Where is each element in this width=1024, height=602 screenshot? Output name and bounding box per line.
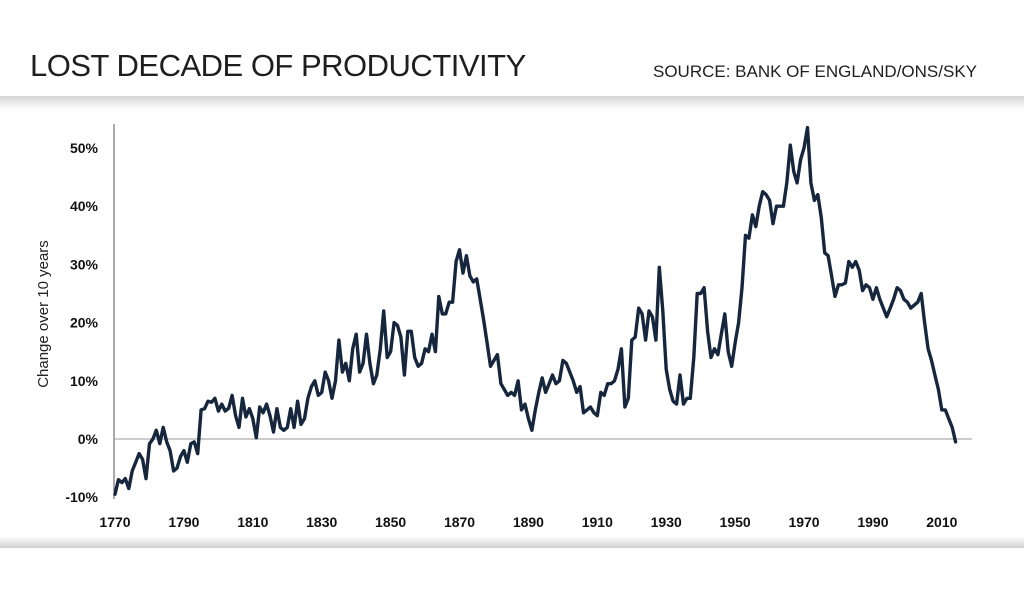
x-tick-label: 1890 <box>513 514 544 530</box>
y-axis-title: Change over 10 years <box>35 240 52 388</box>
y-axis: -10% 0% 10% 20% 30% 40% 50% <box>65 124 972 505</box>
series-group <box>113 125 958 496</box>
footer-shadow-band <box>0 536 1024 548</box>
x-tick-label: 1990 <box>857 514 888 530</box>
header-shadow-band <box>0 96 1024 110</box>
x-tick-label: 1770 <box>99 514 130 530</box>
x-tick-label: 1850 <box>375 514 406 530</box>
chart-title: LOST DECADE OF PRODUCTIVITY <box>30 48 526 83</box>
footer-bar <box>0 548 1024 602</box>
x-tick-label: 2010 <box>926 514 957 530</box>
source-credit: SOURCE: BANK OF ENGLAND/ONS/SKY <box>652 62 977 81</box>
x-tick-label: 1970 <box>788 514 819 530</box>
y-tick-label: 10% <box>70 373 99 389</box>
y-tick-label: 50% <box>70 140 99 156</box>
y-tick-label: 20% <box>70 315 99 331</box>
x-tick-label: 1830 <box>306 514 337 530</box>
x-tick-label: 1910 <box>582 514 613 530</box>
y-tick-label: 30% <box>70 256 99 272</box>
x-tick-label: 1790 <box>168 514 199 530</box>
x-tick-label: 1930 <box>651 514 682 530</box>
series-line <box>113 125 958 496</box>
x-tick-label: 1870 <box>444 514 475 530</box>
x-axis: 1770 1790 1810 1830 1850 1870 1890 1910 1930 1950… <box>99 514 957 530</box>
header-bar: LOST DECADE OF PRODUCTIVITY SOURCE: BANK… <box>0 0 1024 96</box>
x-tick-label: 1950 <box>720 514 751 530</box>
y-tick-label: 0% <box>78 431 99 447</box>
y-tick-label: -10% <box>65 489 98 505</box>
x-tick-label: 1810 <box>237 514 268 530</box>
y-tick-label: 40% <box>70 198 99 214</box>
